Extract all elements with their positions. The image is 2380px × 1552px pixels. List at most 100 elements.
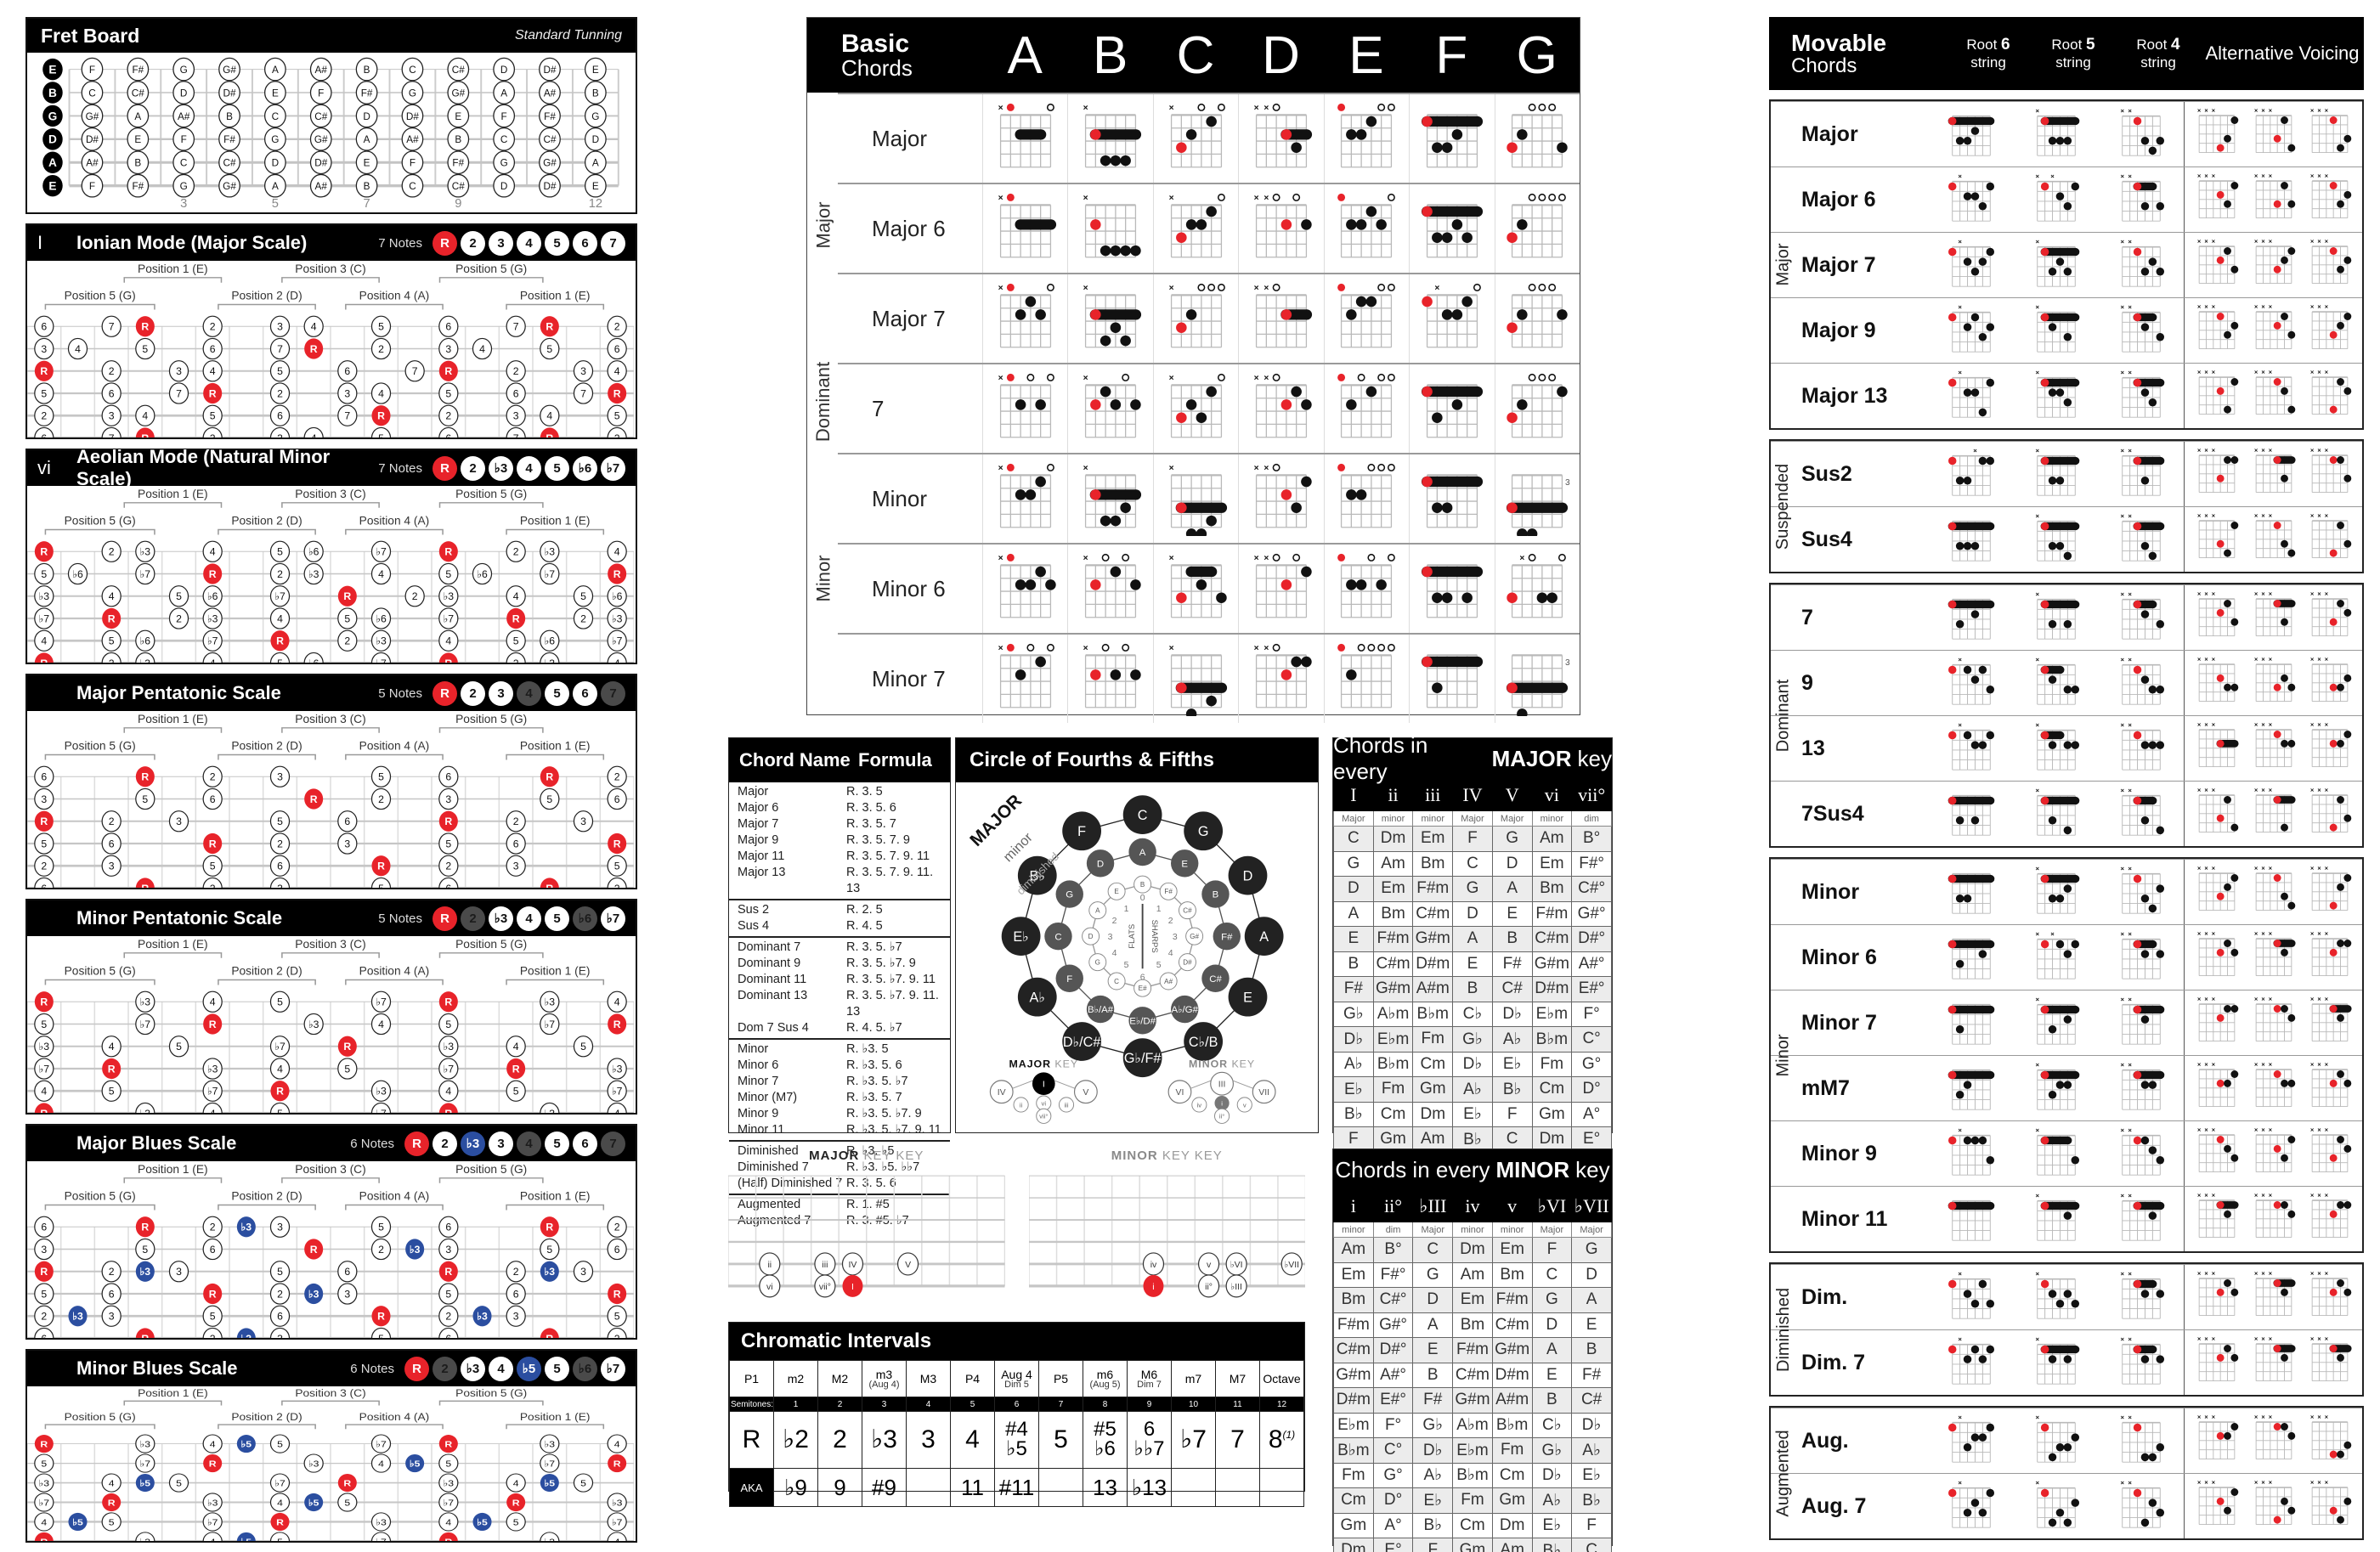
alt-voicing-diagram: × × ×: [2305, 1060, 2355, 1117]
svg-text:×: ×: [2211, 1335, 2214, 1342]
svg-text:×: ×: [2268, 1126, 2271, 1133]
svg-text:×: ×: [2254, 655, 2258, 663]
svg-text:C#: C#: [543, 134, 556, 145]
key-table-cell: A: [1412, 1312, 1454, 1338]
svg-text:4: 4: [614, 1108, 620, 1113]
svg-text:♭3: ♭3: [140, 1108, 151, 1113]
movable-row-aug-: Aug. × × × × × × × × × × × × ×: [1771, 1408, 2362, 1473]
key-table-cell: E♭: [1412, 1487, 1454, 1514]
svg-text:R: R: [276, 635, 284, 647]
key-table-cell: Dm: [1531, 1126, 1573, 1153]
svg-text:E: E: [1243, 990, 1252, 1006]
quality-subheader: dim: [1571, 810, 1612, 827]
scale-degree-badge: 7: [601, 1131, 625, 1156]
svg-text:×: ×: [2254, 1335, 2258, 1342]
svg-text:×: ×: [2035, 1126, 2039, 1134]
svg-text:×: ×: [2211, 1060, 2214, 1068]
svg-text:5: 5: [277, 1538, 283, 1541]
scale-panel-5: Major Blues Scale 6 Notes R 2 ♭3 3 4 5 6 7 Positio…: [25, 1124, 637, 1350]
svg-text:E#: E#: [1139, 985, 1147, 992]
svg-text:G: G: [409, 87, 416, 99]
svg-text:×: ×: [1958, 1270, 1962, 1278]
svg-text:5: 5: [109, 635, 115, 647]
scale-degree-badge: ♭7: [601, 1356, 625, 1381]
key-table-cell: Am: [1452, 1261, 1493, 1288]
svg-text:C: C: [409, 65, 416, 76]
svg-text:R: R: [444, 657, 452, 663]
key-table-cell: G#m: [1452, 1387, 1493, 1414]
key-table-cell: Dm: [1412, 1101, 1454, 1127]
chromatic-main-row: R ♭2 2 ♭3 3 4 #4 ♭5 5 #5 ♭6 6 ♭♭7 ♭7 7 8(1): [729, 1411, 1304, 1469]
svg-text:3: 3: [1173, 933, 1178, 942]
formula-value: R. 3. 5. 6: [846, 1177, 896, 1190]
svg-text:2: 2: [109, 657, 115, 663]
svg-text:vi: vi: [766, 1283, 773, 1292]
chord-diagram: × ×: [1254, 103, 1313, 167]
formula-chord-name: Minor 7: [738, 1075, 779, 1088]
alt-voicing-diagram: × × ×: [2192, 1478, 2241, 1535]
chord-diagram: ×: [1948, 1270, 1995, 1319]
svg-text:♭7: ♭7: [612, 635, 623, 647]
movable-alt-voicings: × × × × × × × × ×: [2184, 167, 2362, 232]
svg-text:5: 5: [41, 388, 47, 400]
svg-text:4: 4: [445, 1086, 451, 1098]
svg-text:A: A: [1095, 907, 1100, 915]
chord-diagram: × × ×: [2310, 1413, 2352, 1459]
svg-text:i: i: [1152, 1283, 1154, 1292]
chord-diagram: ×: [2035, 590, 2080, 640]
svg-text:5: 5: [1156, 961, 1162, 970]
chord-diagram: × × ×: [2197, 655, 2239, 702]
svg-text:♭7: ♭7: [376, 996, 387, 1008]
svg-text:×: ×: [2128, 303, 2132, 311]
svg-text:×: ×: [2128, 1192, 2132, 1199]
key-table-cell: G: [1571, 1237, 1612, 1263]
svg-text:E: E: [48, 63, 56, 76]
chord-cell-G: [1494, 274, 1580, 363]
alt-voicing-diagram: × × ×: [2249, 446, 2298, 503]
svg-text:6: 6: [513, 1289, 519, 1301]
chord-cell-B: ×: [1067, 94, 1152, 183]
svg-text:A: A: [500, 87, 507, 99]
svg-text:×: ×: [2120, 721, 2124, 729]
svg-text:7: 7: [109, 432, 115, 437]
svg-text:♭7: ♭7: [274, 590, 285, 602]
numeral-header: V: [1491, 779, 1533, 811]
svg-text:2: 2: [210, 432, 216, 437]
svg-text:A: A: [592, 158, 599, 169]
key-table-cell: B: [1452, 976, 1493, 1002]
svg-text:×: ×: [2120, 865, 2124, 872]
key-table-cell: Fm: [1452, 1487, 1493, 1514]
svg-text:×: ×: [1083, 644, 1088, 653]
key-table-cell: G#m: [1333, 1362, 1374, 1388]
chord-diagram: ×: [1948, 1479, 1995, 1528]
svg-text:♭5: ♭5: [72, 1518, 83, 1527]
svg-text:×: ×: [1958, 656, 1962, 663]
chord-diagram: × × ×: [2197, 302, 2239, 349]
chord-cell-D: × ×: [1238, 545, 1323, 633]
formula-row: Sus 4 R. 4. 5: [729, 918, 950, 934]
interval-name: M6 Dim 7: [1127, 1360, 1172, 1397]
svg-text:6: 6: [109, 1289, 115, 1301]
svg-text:×: ×: [2050, 172, 2055, 180]
svg-text:SHARPS: SHARPS: [1150, 920, 1159, 953]
svg-text:iii: iii: [1064, 1101, 1068, 1109]
svg-text:×: ×: [1958, 1335, 1962, 1343]
svg-text:A#: A#: [178, 111, 190, 122]
alt-voicing-diagram: × × ×: [2249, 929, 2298, 986]
svg-text:4: 4: [311, 321, 317, 333]
svg-text:×: ×: [2197, 302, 2201, 310]
formula-row: Major 11 R. 3. 5. 7. 9. 11: [729, 849, 950, 865]
chord-diagram: × ×: [1254, 283, 1313, 347]
svg-text:0: 0: [1140, 894, 1145, 903]
key-table-cell: Dm: [1491, 1512, 1533, 1538]
svg-text:×: ×: [1958, 721, 1962, 729]
svg-text:×: ×: [2254, 1060, 2258, 1068]
movable-diagram-root-5: ×: [2014, 1060, 2099, 1116]
svg-text:E: E: [1114, 888, 1119, 895]
svg-text:F#: F#: [1221, 932, 1233, 942]
chord-diagram: × × ×: [2310, 1335, 2352, 1381]
scale-notes-count: 7 Notes: [378, 460, 422, 476]
key-key-title-minor: MINOR KEY KEY: [1111, 1148, 1223, 1163]
